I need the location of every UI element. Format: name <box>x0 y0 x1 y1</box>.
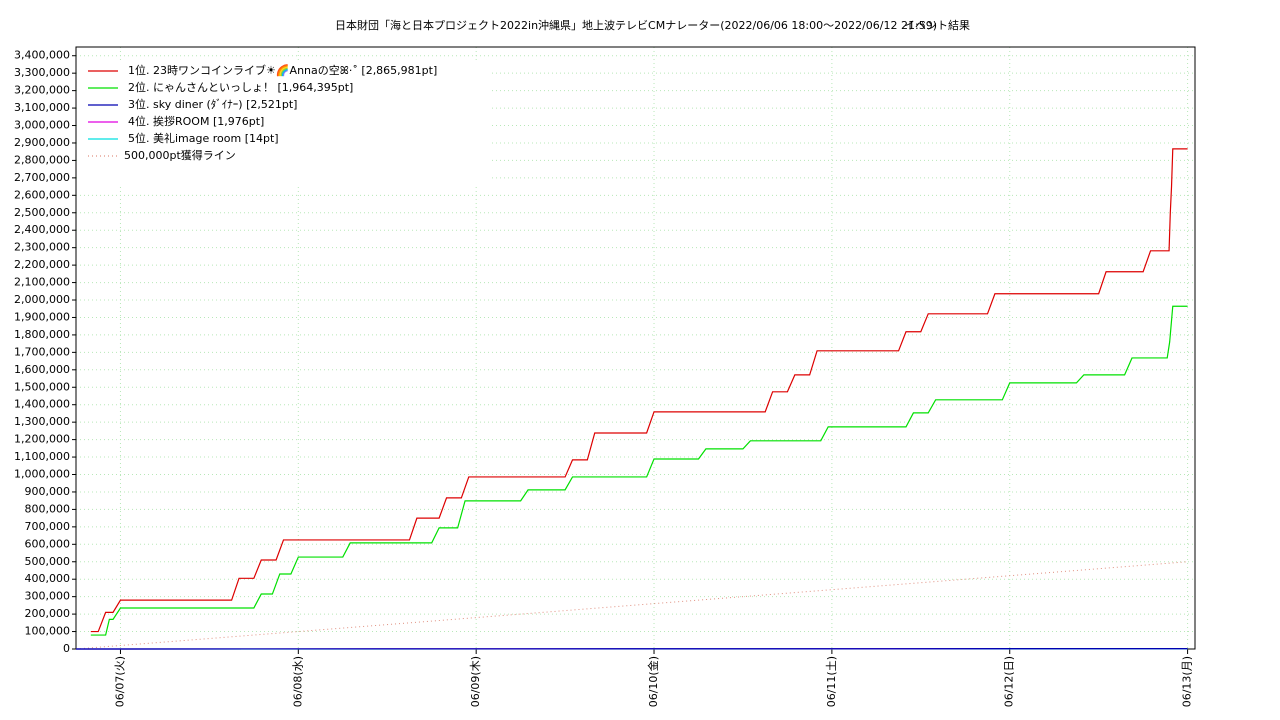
x-tick-label: 06/07(火) <box>113 656 126 707</box>
x-tick-label: 06/09(木) <box>469 656 482 707</box>
y-tick-label: 3,400,000 <box>14 49 70 62</box>
y-tick-label: 300,000 <box>25 590 71 603</box>
x-tick-label: 06/10(金) <box>646 656 660 707</box>
y-tick-label: 1,400,000 <box>14 398 70 411</box>
legend-label: 1位. 23時ワンコインライブ☀🌈Annaの空ꕤ‧˚ [2,865,981pt] <box>128 63 437 77</box>
y-tick-label: 2,400,000 <box>14 223 70 236</box>
y-tick-label: 3,200,000 <box>14 84 70 97</box>
y-tick-label: 2,200,000 <box>14 258 70 271</box>
y-tick-label: 800,000 <box>25 502 71 515</box>
y-tick-label: 2,800,000 <box>14 153 70 166</box>
y-tick-label: 500,000 <box>25 555 71 568</box>
y-tick-label: 900,000 <box>25 485 71 498</box>
y-tick-label: 2,600,000 <box>14 188 70 201</box>
legend-label: 5位. 美礼image room [14pt] <box>128 131 279 145</box>
y-tick-label: 100,000 <box>25 625 71 638</box>
y-tick-label: 200,000 <box>25 607 71 620</box>
y-tick-label: 3,300,000 <box>14 66 70 79</box>
x-tick-label: 06/11(土) <box>825 656 838 707</box>
y-tick-label: 2,700,000 <box>14 171 70 184</box>
y-tick-label: 2,900,000 <box>14 136 70 149</box>
chart-title: 日本財団「海と日本プロジェクト2022in沖縄県」地上波テレビCMナレーター(2… <box>335 18 937 32</box>
y-tick-label: 1,000,000 <box>14 468 70 481</box>
y-tick-label: 2,000,000 <box>14 293 70 306</box>
y-tick-label: 1,500,000 <box>14 380 70 393</box>
y-tick-label: 0 <box>63 642 70 655</box>
legend-label: 2位. にゃんさんといっしょ！ [1,964,395pt] <box>128 80 353 94</box>
y-tick-label: 1,700,000 <box>14 345 70 358</box>
y-tick-label: 1,100,000 <box>14 450 70 463</box>
legend-label: 500,000pt獲得ライン <box>124 149 236 162</box>
x-tick-label: 06/12(日) <box>1003 656 1016 707</box>
y-tick-label: 1,900,000 <box>14 310 70 323</box>
y-tick-label: 1,200,000 <box>14 433 70 446</box>
x-tick-label: 06/13(月) <box>1181 656 1194 707</box>
y-tick-label: 2,100,000 <box>14 276 70 289</box>
y-tick-label: 3,100,000 <box>14 101 70 114</box>
y-tick-label: 2,300,000 <box>14 241 70 254</box>
y-tick-label: 1,600,000 <box>14 363 70 376</box>
chart-subtitle: イベント結果 <box>904 18 970 32</box>
y-tick-label: 700,000 <box>25 520 71 533</box>
y-tick-label: 1,800,000 <box>14 328 70 341</box>
series-line <box>90 148 1188 633</box>
x-tick-label: 06/08(水) <box>291 656 304 707</box>
legend-label: 4位. 挨拶ROOM [1,976pt] <box>128 114 264 128</box>
y-tick-label: 2,500,000 <box>14 206 70 219</box>
series-line <box>90 305 1188 636</box>
y-tick-label: 400,000 <box>25 572 71 585</box>
legend-label: 3位. sky diner (ﾀﾞｲﾅｰ) [2,521pt] <box>128 97 297 111</box>
y-tick-label: 3,000,000 <box>14 119 70 132</box>
legend: 1位. 23時ワンコインライブ☀🌈Annaの空ꕤ‧˚ [2,865,981pt]… <box>80 60 490 185</box>
legend-box <box>80 60 490 185</box>
y-tick-label: 600,000 <box>25 537 71 550</box>
y-tick-label: 1,300,000 <box>14 415 70 428</box>
series-line <box>75 561 1188 650</box>
